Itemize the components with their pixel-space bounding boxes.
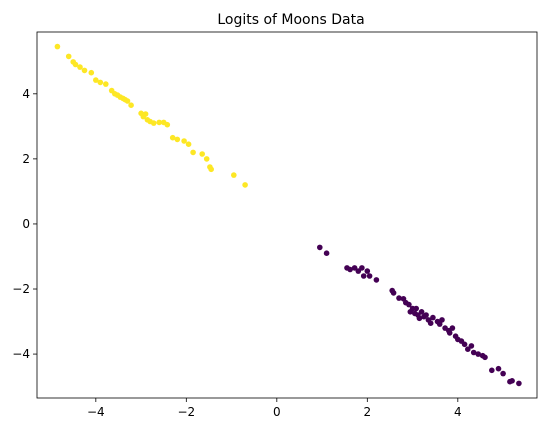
data-point: [97, 79, 104, 86]
plot-frame: [36, 31, 538, 399]
data-point: [418, 309, 425, 315]
data-point: [489, 367, 495, 374]
data-point: [190, 149, 196, 156]
y-tick-label: −4: [12, 347, 30, 361]
data-point: [449, 325, 456, 331]
data-point: [475, 351, 482, 357]
data-point: [396, 295, 402, 301]
data-point: [461, 341, 468, 348]
data-point: [54, 43, 61, 50]
x-tick-label: 0: [273, 405, 281, 419]
data-point: [88, 69, 95, 76]
data-point: [156, 119, 162, 126]
data-point: [174, 136, 181, 143]
data-point: [103, 81, 109, 87]
data-point: [413, 305, 420, 312]
data-point: [199, 151, 205, 157]
data-point: [347, 266, 353, 273]
data-point: [65, 53, 72, 60]
x-tick-label: 4: [454, 405, 462, 419]
data-point: [169, 134, 176, 141]
axes-layer: −4 −2 0 2 4 −4 −2 0 2 4: [12, 31, 538, 419]
data-point: [390, 290, 397, 296]
data-point: [81, 67, 88, 74]
data-point: [181, 138, 187, 144]
y-tick-label: 4: [22, 87, 30, 101]
data-point: [231, 172, 237, 178]
data-point: [495, 365, 502, 372]
data-point: [406, 301, 412, 308]
data-point: [468, 343, 475, 349]
data-point: [416, 315, 423, 322]
data-point: [509, 378, 515, 384]
data-point: [427, 320, 434, 327]
data-point: [142, 111, 149, 117]
data-point: [430, 314, 436, 321]
data-point: [203, 156, 210, 162]
y-tick-label: 2: [22, 152, 30, 166]
data-point: [366, 273, 373, 279]
data-point: [482, 354, 488, 361]
data-point: [446, 330, 453, 336]
points-layer: [54, 43, 522, 387]
data-point: [373, 277, 380, 283]
chart-title: Logits of Moons Data: [217, 12, 364, 28]
y-tick-label: −2: [12, 282, 30, 296]
data-point: [359, 265, 365, 271]
x-tick-label: −2: [177, 405, 195, 419]
data-point: [439, 317, 445, 323]
data-point: [77, 64, 83, 70]
data-point: [93, 77, 99, 83]
data-point: [423, 312, 429, 318]
data-point: [470, 349, 477, 356]
data-point: [323, 250, 330, 256]
data-point: [208, 166, 214, 173]
data-point: [242, 182, 248, 188]
data-point: [516, 380, 522, 387]
y-tick-label: 0: [22, 217, 30, 231]
data-point: [355, 268, 362, 274]
data-point: [124, 98, 131, 104]
data-point: [150, 120, 157, 126]
x-tick-label: 2: [363, 405, 371, 419]
data-point: [317, 244, 323, 251]
data-point: [185, 141, 192, 147]
data-point: [164, 121, 171, 128]
data-point: [364, 268, 371, 274]
x-tick-label: −4: [87, 405, 105, 419]
data-point: [72, 61, 79, 68]
data-point: [436, 321, 443, 327]
data-point: [128, 102, 134, 108]
data-point: [465, 346, 471, 353]
data-point: [351, 265, 358, 271]
data-point: [360, 273, 367, 279]
data-point: [500, 370, 506, 377]
